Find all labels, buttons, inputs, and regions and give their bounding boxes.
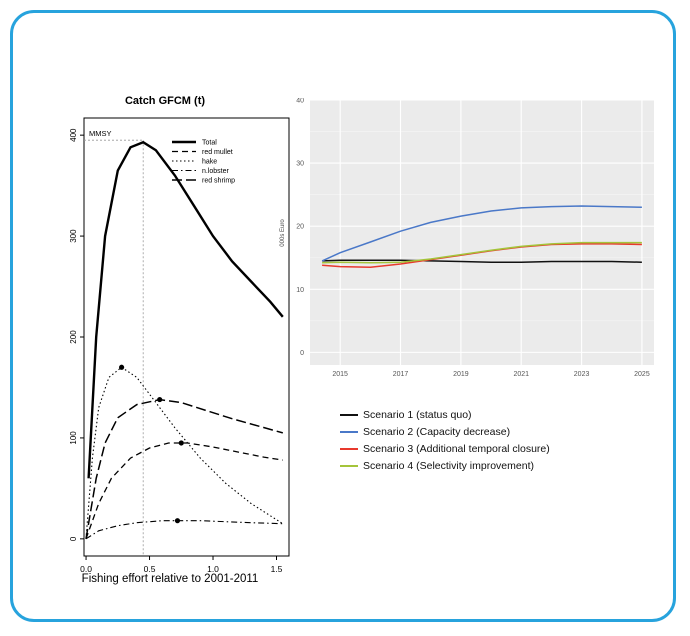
chart2-legend-swatch bbox=[340, 413, 358, 416]
chart1-series-red-shrimp bbox=[85, 398, 284, 539]
chart2-xtick-label: 2023 bbox=[574, 371, 590, 378]
chart1-title: Catch GFCM (t) bbox=[125, 95, 205, 107]
chart1-peak-marker bbox=[174, 518, 181, 524]
chart1-series-n-lobster bbox=[85, 520, 283, 540]
chart1-xtick-label: 1.0 bbox=[207, 564, 219, 574]
chart2-legend-swatch bbox=[340, 464, 358, 467]
chart2-ytick-label: 30 bbox=[296, 161, 304, 168]
chart2-xtick-label: 2025 bbox=[634, 371, 650, 378]
chart2-xtick-label: 2019 bbox=[453, 371, 469, 378]
chart1-xtick-label: 0.0 bbox=[80, 564, 92, 574]
chart1-series-hake bbox=[85, 366, 284, 539]
chart2-legend-label: Scenario 3 (Additional temporal closure) bbox=[363, 442, 550, 455]
chart1-ytick-label: 300 bbox=[69, 229, 78, 243]
chart1-legend-label: red mullet bbox=[202, 149, 233, 156]
chart1-ytick-label: 200 bbox=[69, 330, 78, 344]
chart1-mmsy-label: MMSY bbox=[89, 129, 112, 138]
chart2-legend: Scenario 1 (status quo) Scenario 2 (Capac… bbox=[340, 406, 680, 474]
chart2-xtick-label: 2021 bbox=[513, 371, 529, 378]
chart1-legend-label: hake bbox=[202, 159, 217, 166]
chart2-legend-item: Scenario 2 (Capacity decrease) bbox=[340, 423, 680, 440]
chart2-ylabel: 000s Euro bbox=[280, 219, 286, 247]
chart2-xtick-label: 2017 bbox=[393, 371, 409, 378]
chart2-legend-swatch bbox=[340, 430, 358, 433]
chart1-peak-marker bbox=[157, 396, 163, 403]
chart2-legend-swatch bbox=[340, 447, 358, 450]
chart-scenarios: 000s Euro 0 10 20 30 40 2015 2017 2019 2021 2023 2… bbox=[280, 98, 654, 378]
chart1-ytick-label: 400 bbox=[69, 128, 78, 142]
chart2-ytick-label: 0 bbox=[300, 350, 304, 357]
chart2-series-4 bbox=[322, 241, 642, 264]
chart1-xtick-label: 1.5 bbox=[271, 564, 283, 574]
chart2-panel bbox=[310, 100, 654, 365]
chart1-ytick-label: 0 bbox=[69, 536, 78, 541]
chart1-legend-label: n.lobster bbox=[202, 168, 230, 175]
chart1-peak-marker bbox=[178, 440, 184, 446]
chart2-series-1 bbox=[322, 259, 642, 263]
chart2-legend-label: Scenario 2 (Capacity decrease) bbox=[363, 425, 511, 438]
chart1-ytick-label: 100 bbox=[69, 431, 78, 445]
chart1-legend-label: Total bbox=[202, 140, 217, 147]
chart2-ytick-label: 10 bbox=[296, 287, 304, 294]
chart2-legend-label: Scenario 4 (Selectivity improvement) bbox=[363, 459, 534, 472]
chart1-xlabel: Fishing effort relative to 2001-2011 bbox=[82, 573, 259, 585]
chart-catch-gfcm: Catch GFCM (t) Fishing effort relative t… bbox=[69, 95, 290, 585]
chart1-series-red-mullet bbox=[85, 442, 283, 540]
chart2-xtick-label: 2015 bbox=[332, 371, 348, 378]
chart2-ytick-label: 20 bbox=[296, 224, 304, 231]
chart2-legend-label: Scenario 1 (status quo) bbox=[363, 408, 472, 421]
chart1-xtick-label: 0.5 bbox=[144, 564, 156, 574]
chart2-legend-item: Scenario 3 (Additional temporal closure) bbox=[340, 440, 680, 457]
chart1-legend-label: red shrimp bbox=[202, 178, 235, 185]
chart2-series-2 bbox=[321, 205, 642, 262]
chart2-ytick-label: 40 bbox=[296, 98, 304, 105]
chart1-series-total bbox=[87, 140, 284, 479]
chart2-legend-item: Scenario 1 (status quo) bbox=[340, 406, 680, 423]
chart1-peak-marker bbox=[119, 364, 125, 370]
chart2-legend-item: Scenario 4 (Selectivity improvement) bbox=[340, 457, 680, 474]
